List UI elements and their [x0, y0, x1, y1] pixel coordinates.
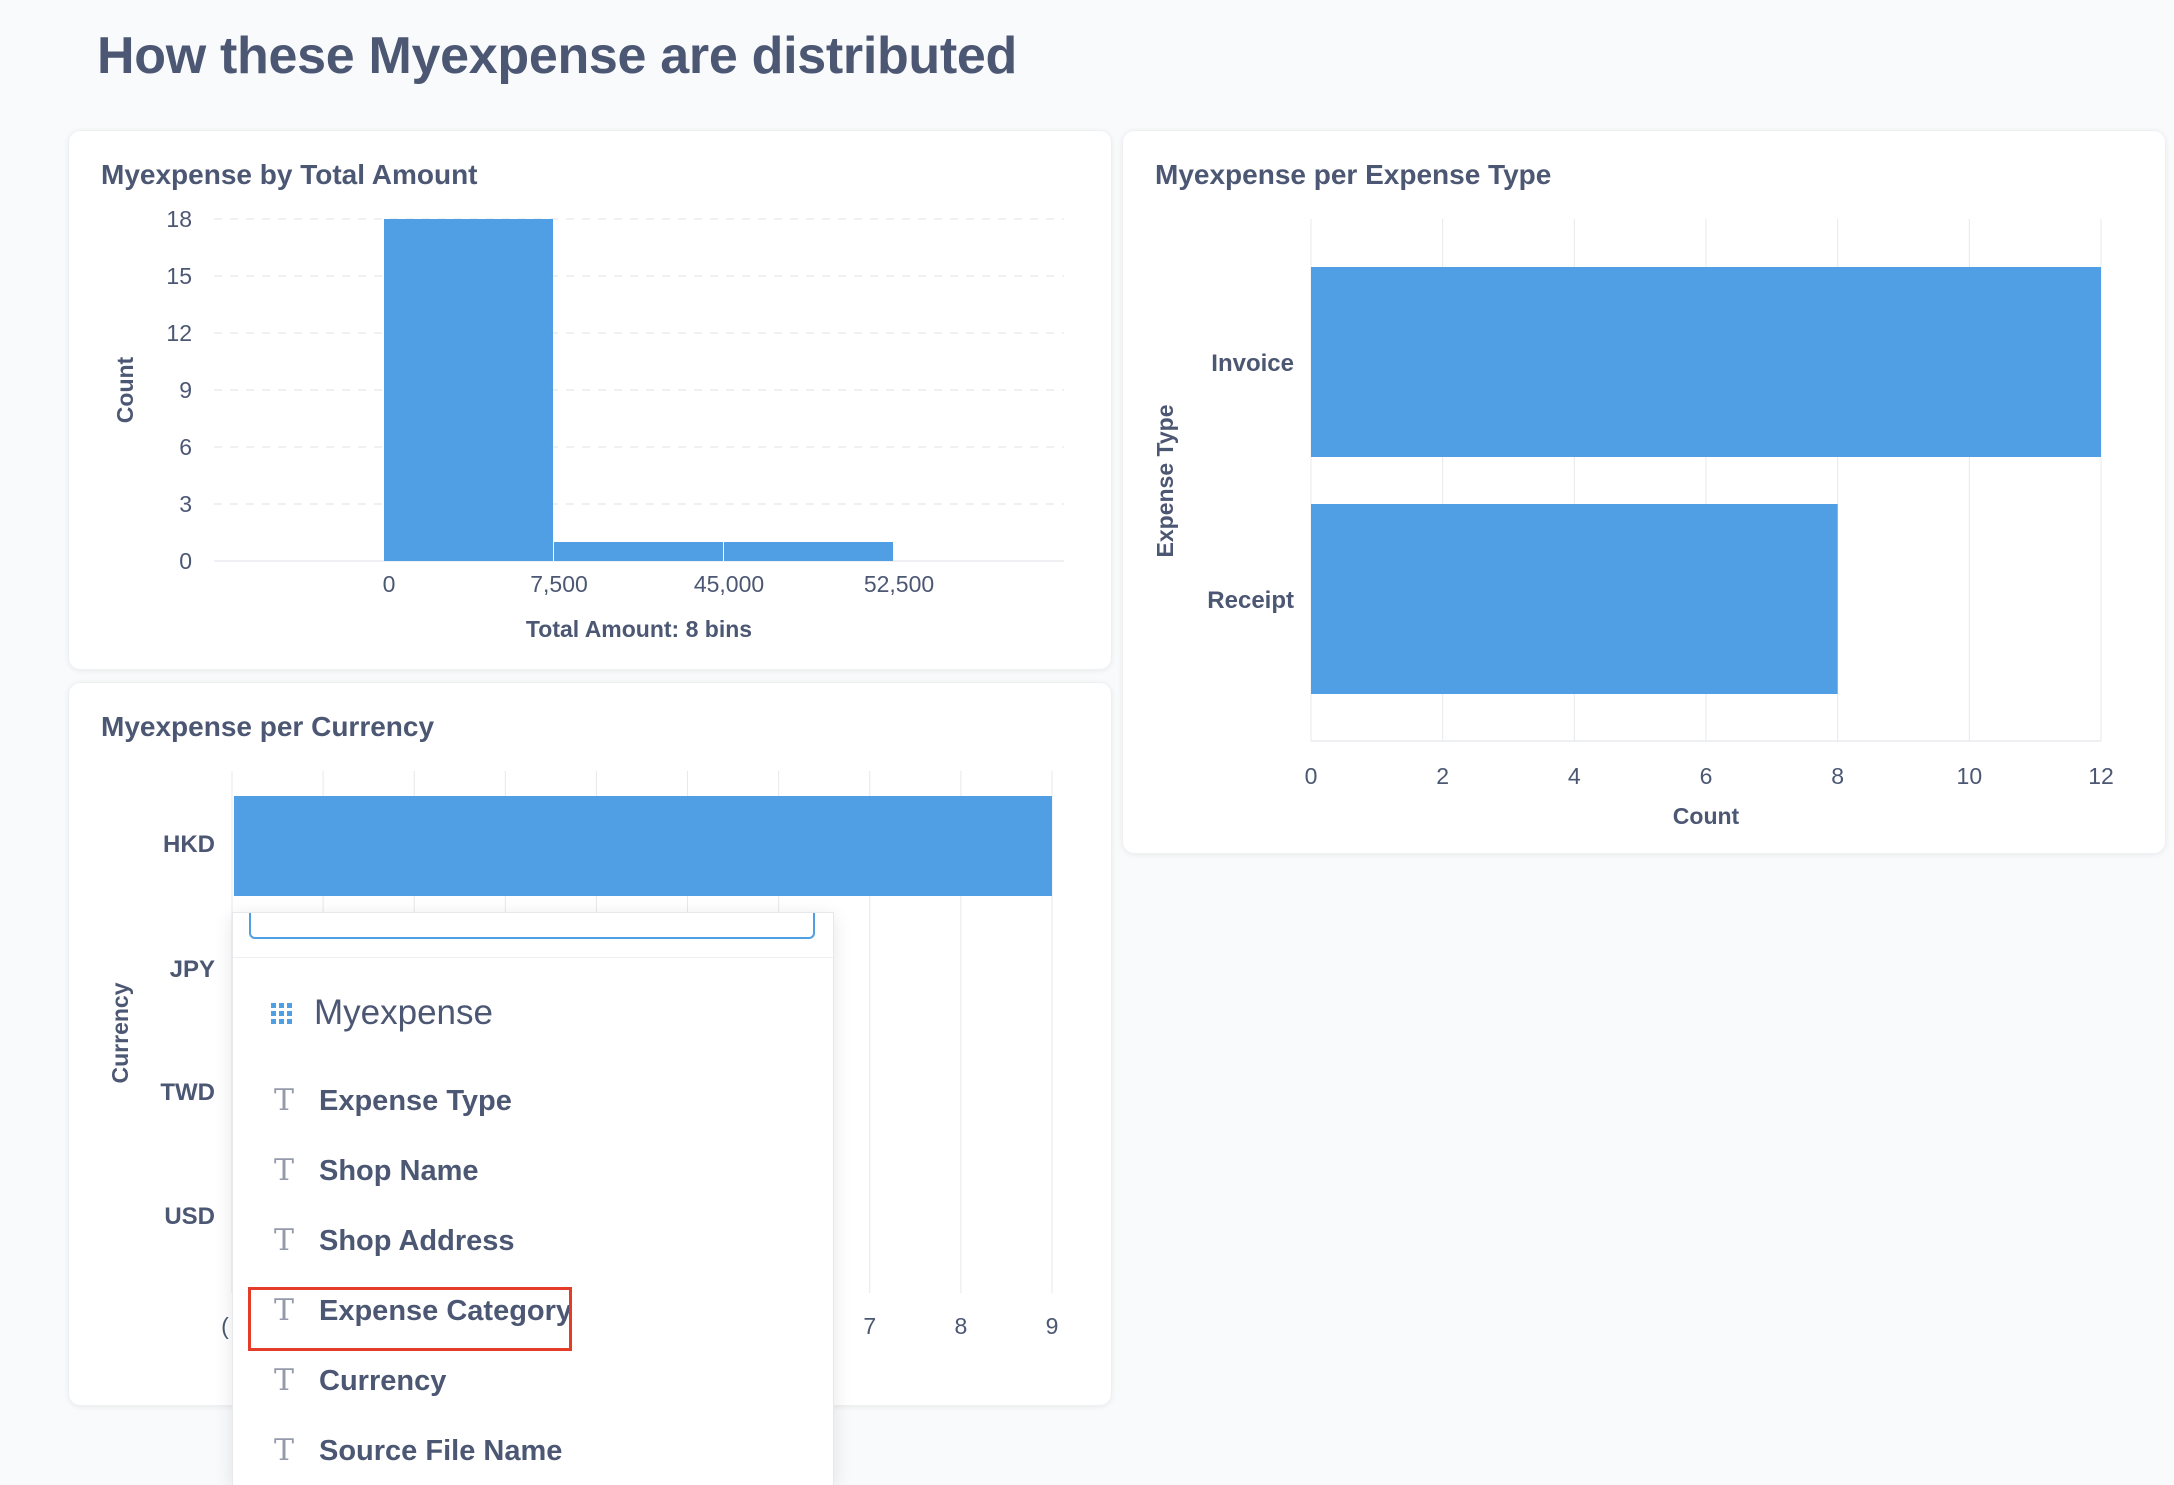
field-label: Source File Name: [319, 1434, 563, 1467]
x-tick-label: 8: [1831, 763, 1844, 789]
bar-hkd: [234, 796, 1052, 896]
bar-invoice: [1311, 267, 2101, 457]
x-tick-label: 10: [1957, 763, 1983, 789]
field-item-expense-category[interactable]: T Expense Category: [269, 1283, 572, 1339]
category-label: HKD: [163, 831, 215, 858]
grid-icon: [271, 1002, 292, 1024]
histogram-bar: [384, 219, 553, 561]
x-tick-label: 0: [1305, 763, 1318, 789]
page-title: How these Myexpense are distributed: [97, 27, 1017, 85]
field-item-shop-address[interactable]: T Shop Address: [269, 1213, 515, 1269]
text-field-icon: T: [273, 1153, 294, 1188]
field-item-source-file-name[interactable]: T Source File Name: [269, 1423, 562, 1479]
field-item-shop-name[interactable]: T Shop Name: [269, 1143, 479, 1199]
category-label: TWD: [160, 1079, 215, 1106]
y-tick-label: 9: [179, 377, 192, 403]
x-tick-label: (: [221, 1313, 229, 1339]
y-tick-label: 3: [179, 491, 192, 517]
x-tick-label: 6: [1700, 763, 1713, 789]
y-tick-label: 6: [179, 434, 192, 460]
x-tick-label: 45,000: [694, 571, 764, 597]
card-total-amount[interactable]: Myexpense by Total Amount 0 3 6 9 12 15 18 0 7,5…: [68, 130, 1112, 670]
x-tick-label: 7,500: [530, 571, 588, 597]
text-field-icon: T: [273, 1223, 294, 1258]
card-expense-type[interactable]: Myexpense per Expense Type 0 2 4 6 8 10 12 Invo…: [1122, 130, 2166, 854]
field-label: Shop Name: [319, 1154, 479, 1187]
card-title[interactable]: Myexpense per Currency: [101, 711, 435, 742]
y-axis-title: Currency: [107, 982, 133, 1083]
x-tick-label: 52,500: [864, 571, 934, 597]
field-label: Currency: [319, 1364, 447, 1397]
category-label: Receipt: [1207, 587, 1294, 614]
x-axis-title: Count: [1673, 803, 1740, 829]
field-item-expense-type[interactable]: T Expense Type: [269, 1073, 512, 1129]
bar-receipt: [1311, 504, 1838, 694]
histogram-chart: 0 3 6 9 12 15 18 0 7,500 45,000 52,500 Total Amount…: [112, 206, 1064, 642]
y-tick-label: 18: [166, 206, 192, 232]
card-title[interactable]: Myexpense by Total Amount: [101, 159, 478, 190]
text-field-icon: T: [273, 1363, 294, 1398]
text-field-icon: T: [273, 1083, 294, 1118]
x-axis-title: Total Amount: 8 bins: [526, 616, 752, 642]
text-field-icon: T: [273, 1433, 294, 1468]
field-label: Expense Category: [319, 1294, 573, 1327]
x-tick-label: 8: [954, 1313, 967, 1339]
x-tick-label: 0: [383, 571, 396, 597]
currency-chart: 7 8 9 ( HKD JPY TWD USD Currency: [107, 771, 1059, 1339]
category-label: Invoice: [1211, 350, 1294, 377]
field-picker-dropdown[interactable]: Myexpense T Expense Type T Shop Name T Shop A…: [232, 912, 834, 1485]
histogram-bar: [724, 542, 893, 561]
category-label: JPY: [170, 956, 215, 983]
x-tick-label: 4: [1568, 763, 1581, 789]
x-tick-label: 2: [1436, 763, 1449, 789]
x-tick-label: 7: [863, 1313, 876, 1339]
histogram-bar: [554, 542, 723, 561]
y-axis-title: Expense Type: [1152, 405, 1178, 558]
y-tick-label: 12: [166, 320, 192, 346]
category-label: USD: [164, 1203, 215, 1230]
expense-type-chart: 0 2 4 6 8 10 12 Invoice Receipt Count Expense Type: [1152, 219, 2114, 829]
divider: [233, 957, 833, 958]
table-name: Myexpense: [314, 993, 493, 1032]
y-axis-title: Count: [112, 356, 138, 423]
field-item-currency[interactable]: T Currency: [269, 1353, 446, 1409]
y-tick-label: 0: [179, 548, 192, 574]
field-label: Shop Address: [319, 1224, 515, 1257]
field-label: Expense Type: [319, 1084, 512, 1117]
search-input[interactable]: [249, 913, 815, 939]
x-tick-label: 12: [2088, 763, 2114, 789]
y-tick-label: 15: [166, 263, 192, 289]
card-title[interactable]: Myexpense per Expense Type: [1155, 159, 1552, 190]
table-header[interactable]: Myexpense: [271, 993, 493, 1033]
x-tick-label: 9: [1046, 1313, 1059, 1339]
text-field-icon: T: [273, 1293, 294, 1328]
